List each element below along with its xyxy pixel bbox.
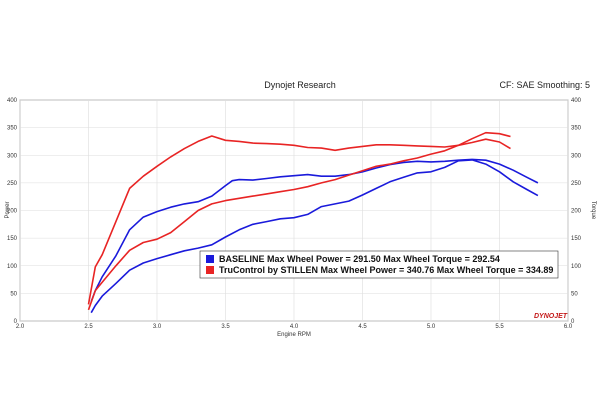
y-axis-label-right: Torque (590, 201, 596, 220)
legend-swatch-baseline (206, 255, 214, 263)
dynojet-logo: DYNOJET (534, 313, 568, 320)
legend-label-trucontrol: TruControl by STILLEN Max Wheel Power = … (219, 265, 553, 275)
y-axis-label-left: Power (5, 201, 11, 218)
x-tick-label: 2.5 (84, 324, 93, 330)
y-tick-label-right: 300 (571, 153, 582, 159)
y-tick-label-left: 200 (7, 209, 18, 215)
y-tick-label-right: 0 (571, 319, 575, 325)
x-tick-label: 4.0 (290, 324, 299, 330)
y-tick-label-left: 300 (7, 153, 18, 159)
x-tick-label: 2.0 (16, 324, 25, 330)
y-tick-label-left: 50 (10, 291, 17, 297)
y-tick-labels-left: 0 50 100 150 200 250 300 350 400 (7, 98, 18, 325)
y-tick-label-left: 400 (7, 98, 18, 104)
x-axis-label: Engine RPM (277, 332, 311, 338)
legend-box: BASELINE Max Wheel Power = 291.50 Max Wh… (199, 250, 559, 279)
series-lines (87, 131, 539, 314)
series-line (87, 135, 511, 305)
correction-settings: CF: SAE Smoothing: 5 (499, 80, 590, 90)
legend-label-baseline: BASELINE Max Wheel Power = 291.50 Max Wh… (219, 254, 500, 264)
y-tick-label-right: 350 (571, 126, 582, 132)
y-tick-label-left: 350 (7, 126, 18, 132)
y-tick-label-left: 250 (7, 181, 18, 187)
chart-title: Dynojet Research (264, 80, 336, 90)
y-tick-label-left: 150 (7, 236, 18, 242)
legend-swatch-trucontrol (206, 266, 214, 274)
y-tick-label-right: 50 (571, 291, 578, 297)
series-line (87, 131, 511, 311)
y-tick-label-right: 200 (571, 209, 582, 215)
y-tick-label-left: 100 (7, 264, 18, 270)
logo-text: DYNOJET (534, 313, 568, 320)
y-tick-labels-right: 0 50 100 150 200 250 300 350 400 (571, 98, 582, 325)
y-tick-label-right: 150 (571, 236, 582, 242)
y-tick-label-right: 250 (571, 181, 582, 187)
x-tick-label: 5.0 (427, 324, 436, 330)
x-tick-labels: 2.0 2.5 3.0 3.5 4.0 4.5 5.0 5.5 6.0 (16, 324, 573, 330)
x-tick-label: 3.0 (153, 324, 162, 330)
series-line (90, 158, 539, 302)
x-tick-label: 5.5 (495, 324, 504, 330)
x-tick-label: 6.0 (564, 324, 573, 330)
y-tick-label-right: 400 (571, 98, 582, 104)
x-tick-label: 4.5 (358, 324, 367, 330)
y-tick-label-left: 0 (14, 319, 18, 325)
y-tick-label-right: 100 (571, 264, 582, 270)
x-tick-label: 3.5 (221, 324, 230, 330)
